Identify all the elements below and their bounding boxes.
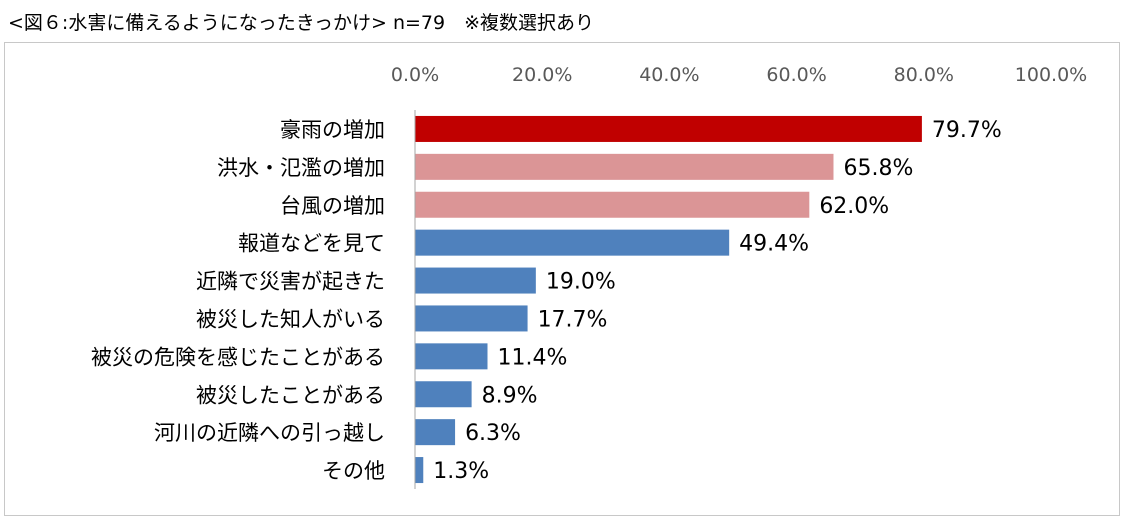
x-tick-label: 20.0% [512,64,572,86]
bar [415,115,922,142]
bar [415,267,536,294]
bar [415,381,472,408]
value-label: 65.8% [843,156,913,181]
category-label: 洪水・氾濫の増加 [217,156,385,180]
bar [415,457,424,484]
category-label: その他 [322,459,385,483]
chart-frame [4,42,1120,516]
bar [415,229,730,256]
value-label: 11.4% [498,345,568,370]
category-label: 近隣で災害が起きた [196,270,385,294]
category-labels: 豪雨の増加洪水・氾濫の増加台風の増加報道などを見て近隣で災害が起きた被災した知人… [91,118,385,483]
value-label: 19.0% [546,270,616,295]
value-label: 8.9% [482,383,538,408]
bar [415,343,488,370]
bar [415,305,528,332]
value-label: 6.3% [465,421,521,446]
x-axis-ticks: 0.0% 20.0% 40.0% 60.0% 80.0% 100.0% [391,64,1087,86]
category-label: 被災の危険を感じたことがある [91,345,385,369]
value-labels: 79.7% 65.8% 62.0% 49.4% 19.0% 17.7% 11.4% 8.9% 6… [433,118,1002,484]
category-label: 豪雨の増加 [280,118,385,142]
value-label: 49.4% [739,232,809,257]
chart-title: <図６:水害に備えるようになったきっかけ> n=79 ※複数選択あり [8,12,595,34]
bars-group [415,115,922,484]
bar [415,191,810,218]
category-label: 報道などを見て [238,232,385,256]
x-tick-label: 100.0% [1015,64,1087,86]
value-label: 79.7% [932,118,1002,143]
value-label: 1.3% [433,459,489,484]
category-label: 河川の近隣への引っ越し [154,421,385,445]
value-label: 17.7% [538,307,608,332]
x-tick-label: 60.0% [766,64,826,86]
bar [415,419,456,446]
x-tick-label: 80.0% [894,64,954,86]
x-tick-label: 0.0% [391,64,439,86]
bar [415,153,834,180]
category-label: 被災した知人がいる [196,307,385,331]
category-label: 台風の増加 [280,194,385,218]
value-label: 62.0% [819,194,889,219]
x-tick-label: 40.0% [639,64,699,86]
category-label: 被災したことがある [196,383,385,407]
